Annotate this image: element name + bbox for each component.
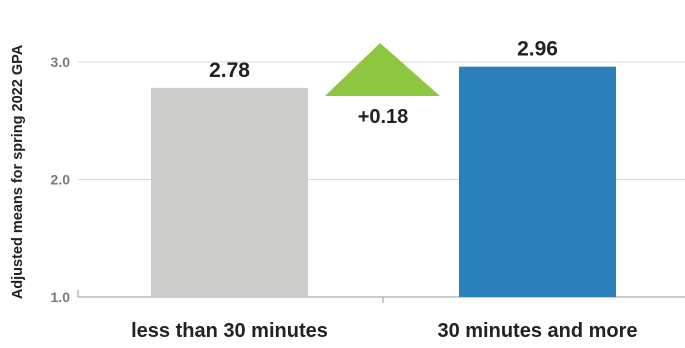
y-axis-title: Adjusted means for spring 2022 GPA <box>10 44 26 299</box>
y-tick-label: 3.0 <box>51 54 71 70</box>
y-tick-label: 1.0 <box>51 289 71 305</box>
x-category-label: less than 30 minutes <box>131 320 328 342</box>
bar <box>459 66 616 297</box>
y-tick-label: 2.0 <box>51 172 71 188</box>
increase-triangle-icon <box>325 43 440 96</box>
difference-label: +0.18 <box>358 106 409 128</box>
x-category-label: 30 minutes and more <box>437 320 637 342</box>
bars <box>151 66 616 297</box>
labels: 1.0 2.0 3.0 2.78 less than 30 minutes 2.96 30 … <box>51 38 638 342</box>
bar-value-label: 2.78 <box>209 59 250 82</box>
bar <box>151 87 308 297</box>
bar-value-label: 2.96 <box>517 38 558 61</box>
